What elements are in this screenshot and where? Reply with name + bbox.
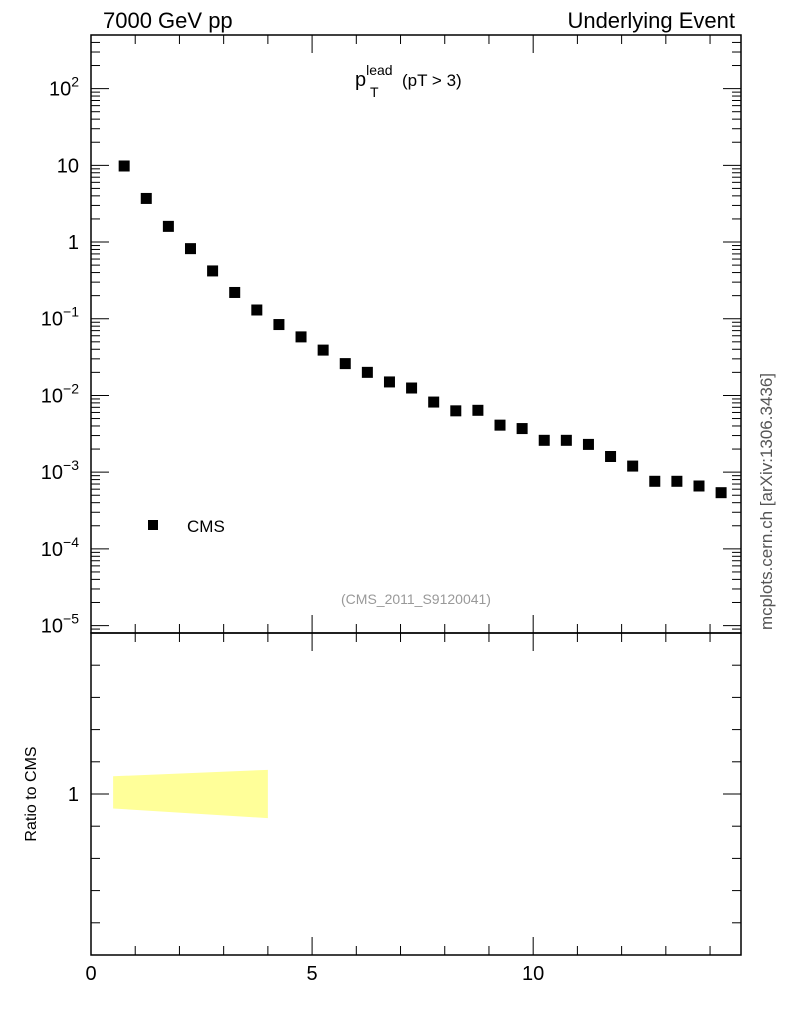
y-tick-label: 10−3 [41,457,79,484]
ratio-band [113,769,268,819]
data-point [273,319,285,331]
data-point [472,404,484,416]
data-point [406,382,418,394]
legend-label: CMS [187,517,225,536]
data-point [538,434,550,446]
ratio-y-axis-label: Ratio to CMS [23,746,40,841]
y-tick-label: 1 [68,232,79,254]
y-tick-label: 10−5 [41,611,79,638]
data-point [693,480,705,492]
y-tick-label: 10 [57,155,79,177]
ratio-y-tick-label: 1 [68,784,79,806]
x-tick-label: 10 [522,963,544,985]
data-point [560,434,572,446]
data-point [671,475,683,487]
legend-marker [148,520,158,530]
data-point [184,243,196,255]
lower-panel: 0 5 10 1 Ratio to CMS [23,632,742,985]
data-point [229,286,241,298]
data-point [494,419,506,431]
header-left-label: 7000 GeV pp [103,8,233,33]
data-point [118,160,130,172]
data-point [516,423,528,435]
data-point [251,304,263,316]
data-point [339,358,351,370]
data-point [383,376,395,388]
upper-frame [90,34,742,634]
data-point [162,220,174,232]
data-point [627,460,639,472]
y-tick-label: 10−2 [41,380,79,407]
data-point [295,331,307,343]
y-tick-label: 10−4 [41,534,79,561]
upper-panel: 102 10 1 10−1 10−2 10−3 10−4 10−5 plead T(pT > 3)… [41,34,742,638]
y-tick-label: 102 [49,74,79,101]
x-tick-label: 5 [307,963,318,985]
data-point [582,438,594,450]
x-tick-label: 0 [85,963,96,985]
header-right-label: Underlying Event [567,8,735,33]
data-point [605,450,617,462]
analysis-label: (CMS_2011_S9120041) [341,591,491,607]
data-point [207,265,219,277]
data-point [361,366,373,378]
data-point [428,396,440,408]
data-point [649,475,661,487]
y-tick-label: 10−1 [41,304,79,331]
data-point [140,192,152,204]
chart-title: plead T(pT > 3) [355,62,462,100]
data-point [715,487,727,499]
data-point [450,405,462,417]
data-point [317,344,329,356]
